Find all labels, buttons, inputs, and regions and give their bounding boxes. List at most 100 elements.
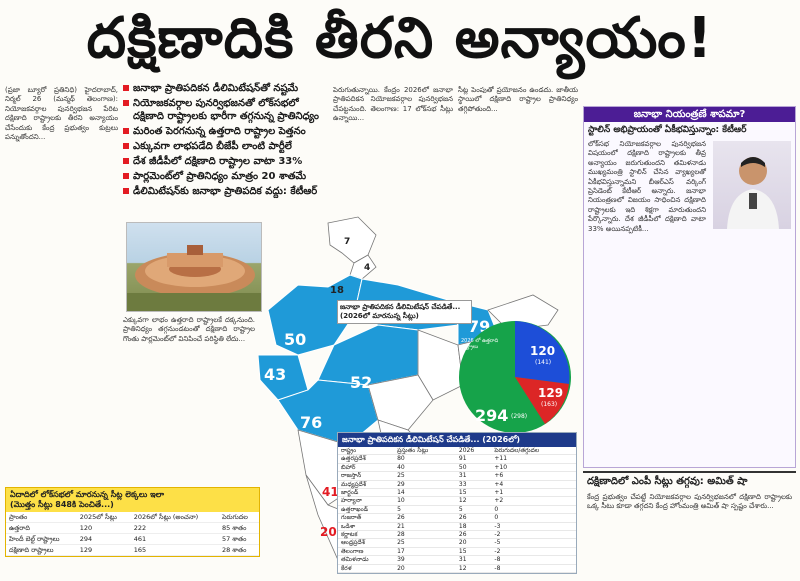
map-seat-gujarat: 43 xyxy=(264,365,287,384)
amit-text-body: కేంద్ర ప్రభుత్వం చేపట్టే నియోజకవర్గాల పు… xyxy=(587,493,792,511)
table-row: జార్ఖండ్ 14 15 +1 xyxy=(338,488,576,498)
table-cell: 129 xyxy=(76,544,131,556)
table-cell: 91 xyxy=(455,454,492,464)
table-cell: కర్ణాటక xyxy=(338,530,395,540)
pie-sub-north: (141) xyxy=(535,359,552,366)
table-cell: 85 శాతం xyxy=(218,522,259,534)
pie-sub-hindi: (298) xyxy=(511,413,528,420)
table-cell: 5 xyxy=(394,505,456,515)
table-cell: గుజరాత్ xyxy=(338,513,395,523)
table-cell: 5 xyxy=(455,505,492,515)
table-row: ఉత్తరాది 120 222 85 శాతం xyxy=(6,522,259,534)
highlight-item: పార్లమెంట్‌లో ప్రాతినిధ్యం మాత్రం 20 శాత… xyxy=(123,170,328,183)
table-cell: హిందీ బెల్ట్ రాష్ట్రాలు xyxy=(6,533,77,545)
table-cell: -2 xyxy=(491,530,576,540)
seat-change-table: ఏదాదిలో లోక్‌సభలో మారనున్న సీట్ల లెక్కలు… xyxy=(5,487,260,557)
table-row: ఉత్తరప్రదేశ్ 80 91 +11 xyxy=(338,454,576,464)
table-row: మధ్యప్రదేశ్ 29 33 +4 xyxy=(338,480,576,490)
map-seat-jk: 7 xyxy=(344,237,351,247)
amit-title: దక్షిణాదిలో ఎంపీ సీట్లు తగ్గవు: అమిత్ షా xyxy=(583,471,796,491)
table-row: బిహార్ 40 50 +10 xyxy=(338,463,576,473)
table-header-row: రాష్ట్రం ప్రస్తుతం సీట్లు 2026 పెరుగుదల/… xyxy=(338,447,576,456)
article-column-3: పెరుగుతున్నాయి. కేంద్రం 2026లో జనాభా ప్ర… xyxy=(333,86,453,216)
table-cell: ఉత్తరప్రదేశ్ xyxy=(338,454,395,464)
seat-table-grid: ప్రాంతం 2025లో సీట్లు 2026లో సీట్లు (అంచ… xyxy=(6,512,259,556)
pie-chart-svg xyxy=(459,321,571,433)
table-cell: 50 xyxy=(455,463,492,473)
table-cell: 0 xyxy=(491,513,576,523)
seat-table-subtitle: (మొత్తం సీట్లు 848కి పెంచితే...) xyxy=(10,500,114,509)
table-cell: 15 xyxy=(455,488,492,498)
map-seat-rajasthan: 50 xyxy=(284,330,307,349)
ktr-sidebar: జనాభా నియంత్రణే శాపమా? స్టాలిన్ అభిప్రాయ… xyxy=(583,106,796,468)
pie-slice-east xyxy=(515,377,569,424)
table-cell: 20 xyxy=(455,538,492,548)
table-cell: 25 xyxy=(394,538,456,548)
article-column-4: సీట్ల పెంపుతో ప్రయోజనం ఉండదు. జాతీయ స్థా… xyxy=(458,86,578,266)
table-cell: 10 xyxy=(394,496,456,506)
pie-sub-east: (163) xyxy=(541,401,558,408)
table-cell: దక్షిణాది రాష్ట్రాలు xyxy=(6,544,77,556)
ktr-photo xyxy=(713,141,791,229)
table-cell: 12 xyxy=(455,564,492,574)
map-caption: జనాభా ప్రాతిపదికన డీలిమిటేషన్ చేపడితే...… xyxy=(337,300,472,324)
table-cell: రాజస్తాన్ xyxy=(338,471,395,481)
table-cell: 31 xyxy=(455,471,492,481)
pie-value-north: 120 xyxy=(530,344,556,358)
table-cell: 28 xyxy=(394,530,456,540)
table-row: కేరళ 20 12 -8 xyxy=(338,564,576,574)
highlights-list: జనాభా ప్రాతిపదికన డీలిమిటేషన్‌తో నష్టమే … xyxy=(123,82,328,200)
article-column-3-text: పెరుగుతున్నాయి. కేంద్రం 2026లో జనాభా ప్ర… xyxy=(333,86,453,123)
table-cell: బిహార్ xyxy=(338,463,395,473)
col-header: 2025లో సీట్లు xyxy=(76,512,131,523)
pie-slice-north xyxy=(515,321,570,384)
article-column-1-text: (ప్రజా బ్యూరో ప్రతినిధి) హైదరాబాద్, నిర్… xyxy=(5,86,118,142)
highlight-item: మరింత పెరగనున్న ఉత్తరాది రాష్ట్రాల పెత్త… xyxy=(123,125,328,138)
table-row: దక్షిణాది రాష్ట్రాలు 129 165 28 శాతం xyxy=(6,544,259,556)
col-header: 2026లో సీట్లు (అంచనా) xyxy=(130,512,219,523)
table-cell: +1 xyxy=(491,488,576,498)
article-column-2-text: ఎక్కువగా లాభం ఉత్తరాది రాష్ట్రాలకే దక్కన… xyxy=(123,316,255,343)
highlight-item: దేశ జీడీపీలో దక్షిణాది రాష్ట్రాల వాటా 33… xyxy=(123,155,328,168)
table-cell: -8 xyxy=(491,555,576,565)
table-cell: -5 xyxy=(491,538,576,548)
amit-shah-box: దక్షిణాదిలో ఎంపీ సీట్లు తగ్గవు: అమిత్ షా… xyxy=(583,471,796,581)
highlight-item: ఎక్కువగా లాభపడేది బీజేపీ లాంటి పార్టీలే xyxy=(123,140,328,153)
parliament-photo xyxy=(126,222,262,312)
table-row: ఒడిశా 21 18 -3 xyxy=(338,522,576,532)
table-cell: ఉత్తరాది xyxy=(6,522,77,534)
map-seat-kerala: 20 xyxy=(320,525,337,539)
table-row: ఉత్తరాఖండ్ 5 5 0 xyxy=(338,505,576,515)
table-cell: 28 శాతం xyxy=(218,544,259,556)
state-table-grid: రాష్ట్రం ప్రస్తుతం సీట్లు 2026 పెరుగుదల/… xyxy=(338,447,576,574)
table-cell: +10 xyxy=(491,463,576,473)
table-cell: 294 xyxy=(76,533,131,545)
table-cell: 29 xyxy=(394,480,456,490)
table-cell: ఉత్తరాఖండ్ xyxy=(338,505,395,515)
map-seat-maharashtra: 76 xyxy=(300,413,323,432)
table-cell: ఒడిశా xyxy=(338,522,395,532)
col-header: రాష్ట్రం xyxy=(338,447,395,456)
table-cell: +11 xyxy=(491,454,576,464)
table-cell: 57 శాతం xyxy=(218,533,259,545)
table-cell: మధ్యప్రదేశ్ xyxy=(338,480,395,490)
map-seat-mp: 52 xyxy=(350,373,373,392)
table-row: హర్యానా 10 12 +2 xyxy=(338,496,576,506)
table-cell: 26 xyxy=(394,513,456,523)
col-header: పెరుగుదల xyxy=(218,512,259,523)
table-cell: +6 xyxy=(491,471,576,481)
table-cell: 40 xyxy=(394,463,456,473)
table-cell: -8 xyxy=(491,564,576,574)
pie-value-hindi: 294 xyxy=(475,406,509,425)
seat-table-title: ఏదాదిలో లోక్‌సభలో మారనున్న సీట్ల లెక్కలు… xyxy=(6,488,259,512)
table-cell: 222 xyxy=(130,522,219,534)
table-cell: 80 xyxy=(394,454,456,464)
article-column-4-text: సీట్ల పెంపుతో ప్రయోజనం ఉండదు. జాతీయ స్థా… xyxy=(458,86,578,113)
table-header-row: ప్రాంతం 2025లో సీట్లు 2026లో సీట్లు (అంచ… xyxy=(6,512,259,523)
seat-distribution-pie: 120 (141) 129 (163) 294 (298) 2026 లో ఉత… xyxy=(455,318,575,440)
state-seat-table: జనాభా ప్రాతిపదికన డీలిమిటేషన్ చేపడితే...… xyxy=(337,432,577,575)
article-column-1: (ప్రజా బ్యూరో ప్రతినిధి) హైదరాబాద్, నిర్… xyxy=(5,86,118,481)
table-cell: జార్ఖండ్ xyxy=(338,488,395,498)
table-cell: ఆంధ్రప్రదేశ్ xyxy=(338,538,395,548)
table-cell: 31 xyxy=(455,555,492,565)
